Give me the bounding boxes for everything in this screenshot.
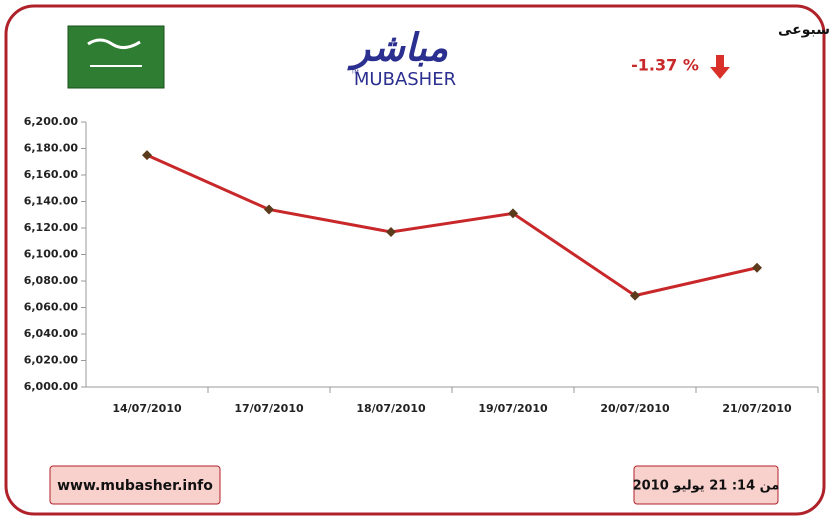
y-tick-label: 6,040.00 (24, 327, 79, 340)
y-tick-label: 6,020.00 (24, 354, 79, 367)
y-tick-label: 6,060.00 (24, 301, 79, 314)
flag (67, 25, 165, 89)
y-tick-label: 6,080.00 (24, 274, 79, 287)
website: www.mubasher.info (57, 478, 213, 494)
y-tick-label: 6,120.00 (24, 221, 79, 234)
y-tick-label: 6,200.00 (24, 115, 79, 128)
header-title: مؤشر سوق الأسهم السعودية الأسبوعى (778, 21, 830, 38)
marker (264, 204, 274, 215)
x-tick-label: 21/07/2010 (722, 402, 792, 415)
x-tick-label: 20/07/2010 (600, 402, 670, 415)
y-tick-label: 6,160.00 (24, 168, 79, 181)
line (146, 153, 758, 298)
x-tick-label: 14/07/2010 (112, 402, 182, 415)
date-box (633, 465, 779, 505)
y-tick-label: 6,180.00 (24, 142, 79, 155)
logo-tm: TM (350, 70, 358, 76)
logo-arabic: مباشر (347, 26, 449, 71)
x-tick-label: 18/07/2010 (356, 402, 426, 415)
y-tick-label: 6,140.00 (24, 195, 79, 208)
x-tick-label: 19/07/2010 (478, 402, 548, 415)
marker (630, 290, 640, 301)
y-tick-label: 6,000.00 (24, 380, 79, 393)
marker (142, 150, 152, 161)
website-box (49, 465, 221, 505)
marker (752, 262, 762, 273)
date-range: من 14: 21 يوليو 2010 (633, 479, 780, 494)
logo-latin: MUBASHER (354, 69, 456, 90)
x-tick-label: 17/07/2010 (234, 402, 304, 415)
marker (508, 208, 518, 219)
change: -1.37 % (631, 56, 699, 75)
down-arrow (710, 55, 730, 79)
y-tick-label: 6,100.00 (24, 248, 79, 261)
marker (386, 226, 396, 237)
